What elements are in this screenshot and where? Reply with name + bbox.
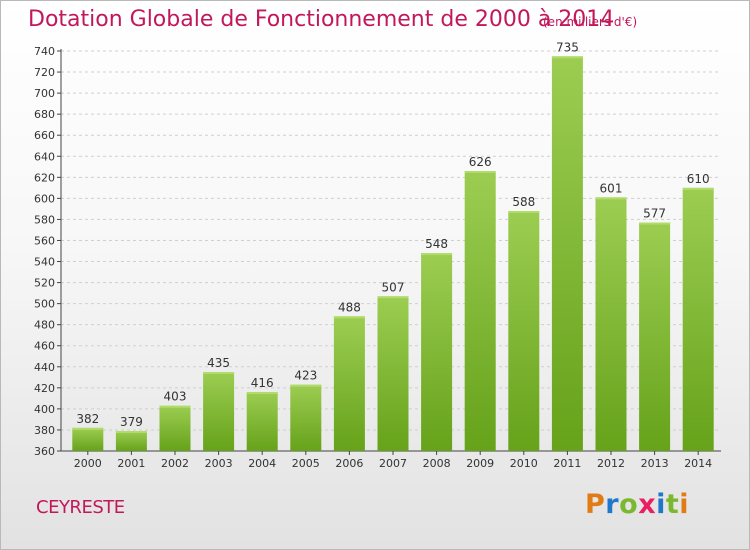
y-tick-label: 680 bbox=[34, 108, 55, 121]
y-tick-label: 720 bbox=[34, 66, 55, 79]
bar-2013 bbox=[639, 222, 671, 451]
y-tick-label: 440 bbox=[34, 361, 55, 374]
x-tick-label-2007: 2007 bbox=[379, 457, 407, 470]
logo-letter: x bbox=[638, 489, 657, 520]
x-tick-label-2008: 2008 bbox=[423, 457, 451, 470]
data-label-2005: 423 bbox=[294, 369, 317, 383]
bar-2012 bbox=[595, 197, 627, 451]
logo-letter: r bbox=[605, 489, 620, 520]
data-label-2002: 403 bbox=[164, 390, 187, 404]
y-tick-label: 500 bbox=[34, 298, 55, 311]
bar-highlight bbox=[464, 171, 496, 173]
bar-2001 bbox=[115, 431, 147, 451]
x-tick-label-2004: 2004 bbox=[248, 457, 276, 470]
bar-highlight bbox=[377, 296, 409, 299]
bars bbox=[72, 56, 714, 452]
data-label-2014: 610 bbox=[687, 172, 710, 186]
x-tick-label-2001: 2001 bbox=[117, 457, 145, 470]
data-label-2010: 588 bbox=[512, 195, 535, 209]
data-label-2001: 379 bbox=[120, 415, 143, 429]
x-tick-label-2014: 2014 bbox=[684, 457, 712, 470]
bar-2005 bbox=[290, 384, 322, 451]
y-tick-label: 580 bbox=[34, 213, 55, 226]
chart-unit-note: (en milliers d'€) bbox=[543, 15, 638, 29]
bar-2002 bbox=[159, 405, 191, 451]
y-tick-label: 700 bbox=[34, 87, 55, 100]
data-label-2006: 488 bbox=[338, 300, 361, 314]
bar-2000 bbox=[72, 427, 104, 451]
bar-highlight bbox=[639, 222, 671, 225]
y-tick-label: 460 bbox=[34, 340, 55, 353]
commune-name: CEYRESTE bbox=[36, 497, 125, 518]
y-tick-label: 640 bbox=[34, 150, 55, 163]
bar-highlight bbox=[72, 427, 104, 430]
bar-highlight bbox=[333, 316, 365, 319]
data-label-2012: 601 bbox=[600, 181, 623, 195]
bar-2004 bbox=[246, 392, 278, 451]
x-tick-label-2011: 2011 bbox=[553, 457, 581, 470]
y-tick-label: 400 bbox=[34, 403, 55, 416]
bar-2003 bbox=[203, 372, 235, 451]
data-label-2007: 507 bbox=[382, 280, 405, 294]
bar-2011 bbox=[551, 56, 583, 452]
y-tick-label: 520 bbox=[34, 277, 55, 290]
y-tick-label: 740 bbox=[34, 45, 55, 58]
x-tick-label-2006: 2006 bbox=[335, 457, 363, 470]
x-tick-label-2009: 2009 bbox=[466, 457, 494, 470]
y-tick-label: 480 bbox=[34, 319, 55, 332]
bar-2010 bbox=[508, 211, 540, 451]
bar-highlight bbox=[508, 211, 540, 213]
x-tick-label-2013: 2013 bbox=[641, 457, 669, 470]
bar-2007 bbox=[377, 296, 409, 451]
data-label-2008: 548 bbox=[425, 237, 448, 251]
y-tick-label: 600 bbox=[34, 192, 55, 205]
bar-highlight bbox=[159, 405, 191, 408]
y-tick-label: 620 bbox=[34, 171, 55, 184]
bar-2014 bbox=[682, 187, 714, 451]
data-label-2013: 577 bbox=[643, 207, 666, 221]
x-tick-label-2000: 2000 bbox=[74, 457, 102, 470]
x-tick-label-2005: 2005 bbox=[292, 457, 320, 470]
proxiti-logo: Proxiti bbox=[585, 489, 689, 520]
y-tick-label: 540 bbox=[34, 256, 55, 269]
y-tick-label: 420 bbox=[34, 382, 55, 395]
bar-highlight bbox=[246, 392, 278, 395]
bar-highlight bbox=[551, 56, 583, 59]
y-tick-label: 560 bbox=[34, 234, 55, 247]
data-label-2004: 416 bbox=[251, 376, 274, 390]
y-tick-label: 360 bbox=[34, 445, 55, 458]
y-tick-label: 380 bbox=[34, 424, 55, 437]
logo-letter: i bbox=[679, 489, 690, 520]
x-tick-label-2010: 2010 bbox=[510, 457, 538, 470]
labels: 360 380 400 420 440 460 480 500 520 540 560 580 600 6… bbox=[34, 40, 712, 470]
logo-letter: P bbox=[585, 489, 606, 520]
chart-title: Dotation Globale de Fonctionnement de 20… bbox=[28, 7, 615, 32]
x-tick-label-2003: 2003 bbox=[205, 457, 233, 470]
logo-letter: i bbox=[656, 489, 666, 520]
data-label-2003: 435 bbox=[207, 356, 230, 370]
data-label-2009: 626 bbox=[469, 155, 492, 169]
bar-highlight bbox=[290, 384, 322, 387]
bar-2009 bbox=[464, 171, 496, 451]
bar-highlight bbox=[682, 187, 714, 190]
x-tick-label-2002: 2002 bbox=[161, 457, 189, 470]
data-label-2000: 382 bbox=[76, 412, 99, 426]
logo-letter: t bbox=[665, 489, 680, 520]
bar-highlight bbox=[595, 197, 627, 200]
bar-2008 bbox=[421, 253, 453, 451]
bar-highlight bbox=[421, 253, 453, 256]
x-tick-label-2012: 2012 bbox=[597, 457, 625, 470]
bar-highlight bbox=[115, 431, 147, 433]
y-tick-label: 660 bbox=[34, 129, 55, 142]
bar-highlight bbox=[203, 372, 235, 375]
bar-2006 bbox=[333, 316, 365, 451]
logo-letter: o bbox=[619, 489, 639, 520]
data-label-2011: 735 bbox=[556, 40, 579, 54]
